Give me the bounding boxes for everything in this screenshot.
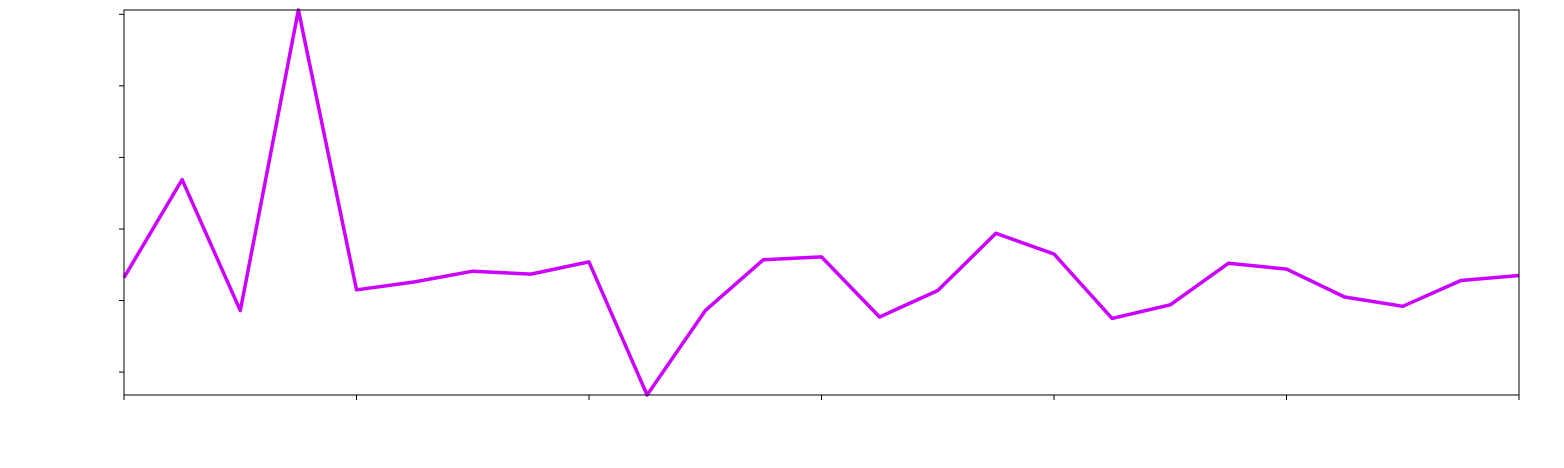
axes-frame xyxy=(123,9,1520,396)
plot-area xyxy=(119,8,1520,400)
series-line-0 xyxy=(122,8,1520,397)
